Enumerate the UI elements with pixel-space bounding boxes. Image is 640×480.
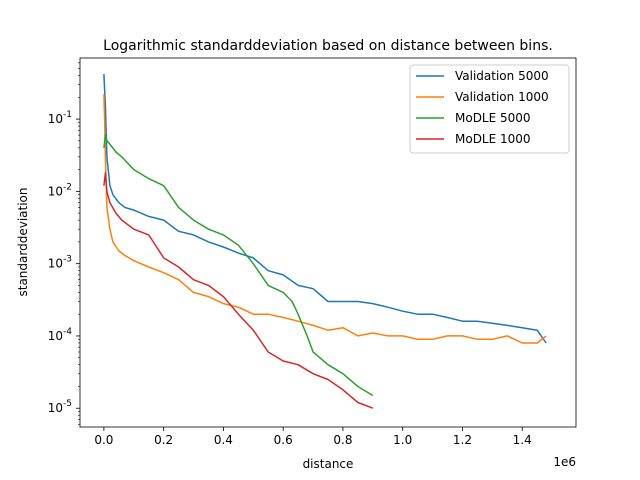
x-tick-label: 0.0 — [94, 433, 113, 447]
series-line-2 — [103, 94, 547, 344]
y-axis-label: standarddeviation — [16, 187, 30, 296]
legend-label-4: MoDLE 1000 — [455, 132, 531, 146]
x-tick-label: 0.6 — [274, 433, 293, 447]
plot-series — [103, 73, 547, 409]
x-axis-label: distance — [303, 457, 354, 471]
y-tick-label: 10-3 — [48, 255, 72, 271]
series-line-1 — [103, 73, 547, 344]
y-axis-ticks: 10-5 10-4 10-3 10-2 10-1 — [48, 62, 80, 425]
legend-label-3: MoDLE 5000 — [455, 111, 531, 125]
x-tick-label: 0.2 — [154, 433, 173, 447]
series-line-3 — [103, 134, 374, 397]
x-axis-scale-label: 1e6 — [553, 455, 576, 469]
x-tick-label: 1.0 — [393, 433, 412, 447]
chart-title: Logarithmic standarddeviation based on d… — [103, 38, 553, 54]
x-axis-ticks: 0.0 0.2 0.4 0.6 0.8 1.0 1.2 1.4 — [94, 427, 532, 447]
x-tick-label: 1.2 — [453, 433, 472, 447]
legend: Validation 5000 Validation 1000 MoDLE 5000… — [409, 64, 570, 154]
y-tick-label: 10-5 — [48, 399, 72, 415]
y-tick-label: 10-4 — [48, 327, 73, 343]
legend-label-2: Validation 1000 — [455, 90, 549, 104]
y-tick-label: 10-1 — [48, 110, 72, 126]
plot-frame — [79, 57, 577, 428]
series-line-4 — [103, 172, 374, 409]
y-tick-label: 10-2 — [48, 182, 72, 198]
x-tick-label: 0.4 — [214, 433, 233, 447]
legend-label-1: Validation 5000 — [455, 69, 549, 83]
x-tick-label: 1.4 — [513, 433, 532, 447]
x-tick-label: 0.8 — [333, 433, 352, 447]
legend-box — [409, 64, 570, 154]
